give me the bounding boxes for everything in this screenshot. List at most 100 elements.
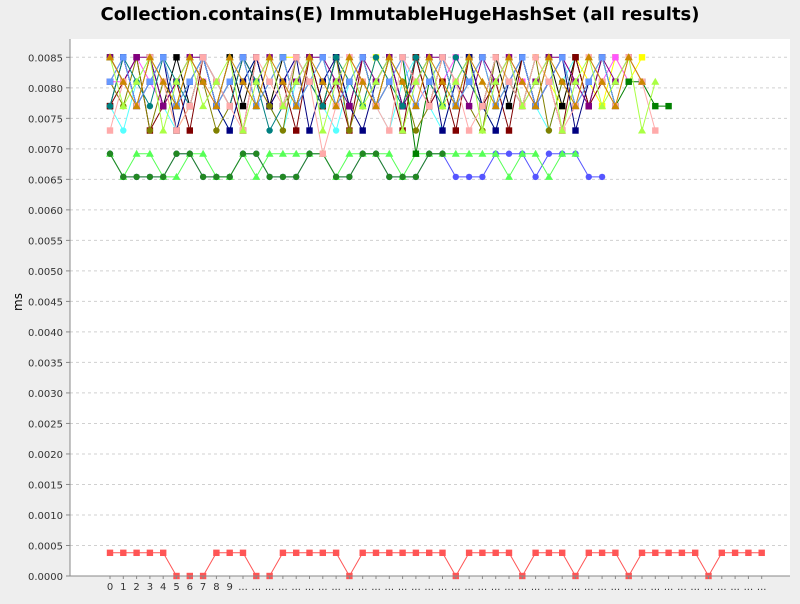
data-point bbox=[585, 549, 592, 557]
data-point bbox=[358, 102, 367, 110]
data-point bbox=[345, 149, 354, 157]
data-point bbox=[359, 127, 366, 134]
data-point bbox=[412, 549, 420, 557]
data-point bbox=[173, 54, 180, 61]
data-point bbox=[386, 173, 393, 181]
data-point bbox=[652, 549, 659, 557]
data-point bbox=[293, 549, 300, 557]
data-point bbox=[545, 549, 553, 557]
data-point bbox=[199, 102, 208, 110]
data-point bbox=[120, 127, 127, 134]
y-tick-label: 0.0080 bbox=[28, 84, 63, 95]
x-tick-label: ... bbox=[624, 582, 634, 593]
data-point bbox=[306, 78, 313, 85]
data-point bbox=[265, 149, 274, 157]
x-tick-label: ... bbox=[597, 582, 607, 593]
y-tick-label: 0.0040 bbox=[28, 328, 63, 339]
data-point bbox=[132, 77, 141, 85]
data-point bbox=[531, 102, 540, 110]
y-tick-label: 0.0005 bbox=[28, 541, 63, 552]
x-tick-label: ... bbox=[677, 582, 687, 593]
data-point bbox=[239, 54, 247, 61]
data-point bbox=[239, 126, 247, 134]
data-point bbox=[465, 102, 473, 110]
x-tick-label: ... bbox=[690, 582, 700, 593]
data-point bbox=[439, 549, 446, 557]
data-point bbox=[518, 77, 527, 85]
x-tick-label: 3 bbox=[147, 582, 153, 593]
data-point bbox=[279, 173, 287, 181]
data-point bbox=[452, 127, 459, 134]
data-point bbox=[359, 150, 366, 157]
y-tick-label: 0.0000 bbox=[28, 572, 63, 583]
data-point bbox=[411, 102, 420, 110]
data-point bbox=[332, 77, 341, 85]
data-point bbox=[239, 150, 247, 157]
data-point bbox=[412, 54, 420, 61]
x-tick-label: ... bbox=[451, 582, 461, 593]
data-point bbox=[345, 53, 354, 61]
data-point bbox=[399, 54, 406, 61]
x-tick-label: ... bbox=[398, 582, 408, 593]
data-point bbox=[293, 127, 300, 134]
data-point bbox=[293, 173, 300, 181]
x-tick-label: 4 bbox=[160, 582, 166, 593]
data-point bbox=[559, 54, 566, 61]
data-point bbox=[332, 173, 340, 181]
data-point bbox=[146, 127, 154, 134]
series-layer bbox=[106, 53, 765, 580]
data-point bbox=[665, 102, 672, 110]
data-point bbox=[505, 150, 513, 157]
data-point bbox=[611, 77, 620, 85]
data-point bbox=[651, 77, 660, 85]
data-point bbox=[398, 126, 407, 134]
data-point bbox=[306, 150, 313, 157]
data-point bbox=[558, 126, 567, 134]
data-point bbox=[145, 149, 154, 157]
data-point bbox=[426, 78, 433, 85]
data-point bbox=[665, 549, 672, 557]
data-point bbox=[571, 102, 580, 110]
data-point bbox=[106, 102, 114, 110]
data-point bbox=[266, 78, 273, 85]
data-point bbox=[399, 173, 406, 181]
series-line bbox=[109, 55, 656, 131]
data-point bbox=[559, 549, 566, 557]
data-point bbox=[346, 173, 353, 181]
data-point bbox=[531, 149, 540, 157]
data-point bbox=[252, 102, 261, 110]
data-point bbox=[572, 127, 579, 134]
data-point bbox=[451, 102, 460, 110]
data-point bbox=[106, 53, 114, 61]
data-point bbox=[106, 150, 114, 157]
data-point bbox=[120, 54, 127, 61]
data-point bbox=[545, 127, 553, 134]
chart-title: Collection.contains(E) ImmutableHugeHash… bbox=[100, 4, 699, 25]
x-tick-label: ... bbox=[411, 582, 421, 593]
data-point bbox=[638, 77, 646, 85]
x-tick-label: ... bbox=[584, 582, 594, 593]
data-point bbox=[612, 54, 619, 61]
data-point bbox=[358, 77, 367, 85]
data-point bbox=[544, 172, 553, 180]
data-point bbox=[133, 54, 140, 61]
x-tick-label: ... bbox=[531, 582, 541, 593]
data-point bbox=[572, 54, 579, 61]
x-tick-label: 2 bbox=[133, 582, 139, 593]
data-point bbox=[478, 77, 487, 85]
data-point bbox=[439, 127, 446, 134]
y-tick-label: 0.0050 bbox=[28, 267, 63, 278]
x-tick-label: ... bbox=[664, 582, 674, 593]
data-point bbox=[213, 549, 220, 557]
data-point bbox=[598, 77, 607, 85]
data-point bbox=[638, 549, 646, 557]
x-ticks: 0 1 2 3 4 5 6 7 8 9..............................… bbox=[107, 576, 766, 593]
data-point bbox=[318, 126, 327, 134]
x-tick-label: ... bbox=[518, 582, 528, 593]
series-line bbox=[109, 153, 443, 178]
x-tick-label: ... bbox=[371, 582, 381, 593]
data-point bbox=[385, 53, 394, 61]
data-point bbox=[758, 549, 765, 557]
data-point bbox=[571, 77, 580, 85]
data-point bbox=[253, 54, 260, 61]
